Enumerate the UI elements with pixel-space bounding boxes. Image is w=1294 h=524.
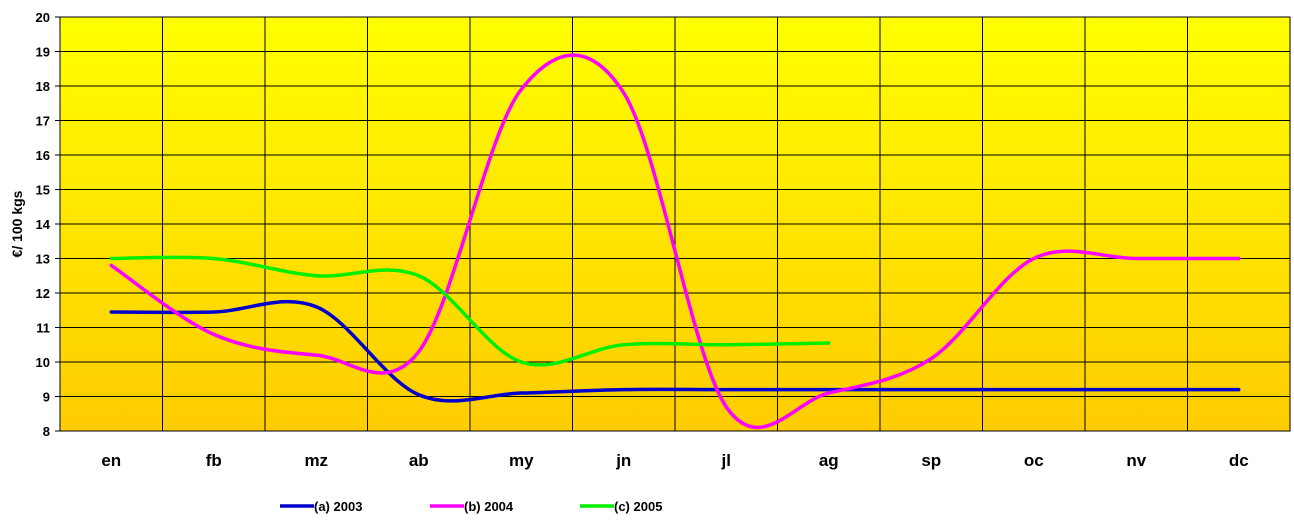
y-tick-label: 15	[36, 183, 50, 198]
legend: (a) 2003 (b) 2004 (c) 2005	[280, 499, 662, 514]
y-tick-label: 13	[36, 252, 50, 267]
y-tick-label: 11	[36, 321, 50, 336]
y-axis-title: €/ 100 kgs	[9, 190, 25, 257]
x-tick-label: en	[101, 451, 121, 470]
y-tick-label: 9	[43, 390, 50, 405]
gridlines	[60, 16, 1290, 432]
y-tick-label: 19	[36, 45, 50, 60]
y-tick-label: 10	[36, 355, 50, 370]
x-tick-label: jl	[721, 451, 731, 470]
series-line-1	[109, 299, 1241, 403]
x-tick-label: sp	[921, 451, 941, 470]
series-line-3	[109, 255, 831, 367]
y-tick-label: 18	[36, 79, 50, 94]
x-tick-label: dc	[1229, 451, 1249, 470]
x-tick-label: jn	[615, 451, 631, 470]
x-tick-label: ag	[819, 451, 839, 470]
legend-label: (b) 2004	[464, 499, 514, 514]
y-tick-label: 12	[36, 286, 50, 301]
y-tick-label: 17	[36, 114, 50, 129]
series-line-2	[109, 53, 1241, 430]
y-tick-label: 20	[36, 10, 50, 25]
legend-label: (c) 2005	[614, 499, 662, 514]
x-tick-label: fb	[206, 451, 222, 470]
y-axis-ticks: 8 9 10 11 12 13 14 15 16 17 18 19 20	[36, 10, 60, 439]
x-tick-label: my	[509, 451, 534, 470]
y-tick-label: 14	[36, 217, 51, 232]
x-tick-label: oc	[1024, 451, 1044, 470]
x-axis-ticks: en fb mz ab my jn jl ag sp oc nv dc	[101, 451, 1248, 470]
x-tick-label: ab	[409, 451, 429, 470]
series-lines	[109, 53, 1241, 430]
y-tick-label: 8	[43, 424, 50, 439]
x-tick-label: mz	[304, 451, 328, 470]
legend-label: (a) 2003	[314, 499, 362, 514]
x-tick-label: nv	[1126, 451, 1146, 470]
y-tick-label: 16	[36, 148, 50, 163]
